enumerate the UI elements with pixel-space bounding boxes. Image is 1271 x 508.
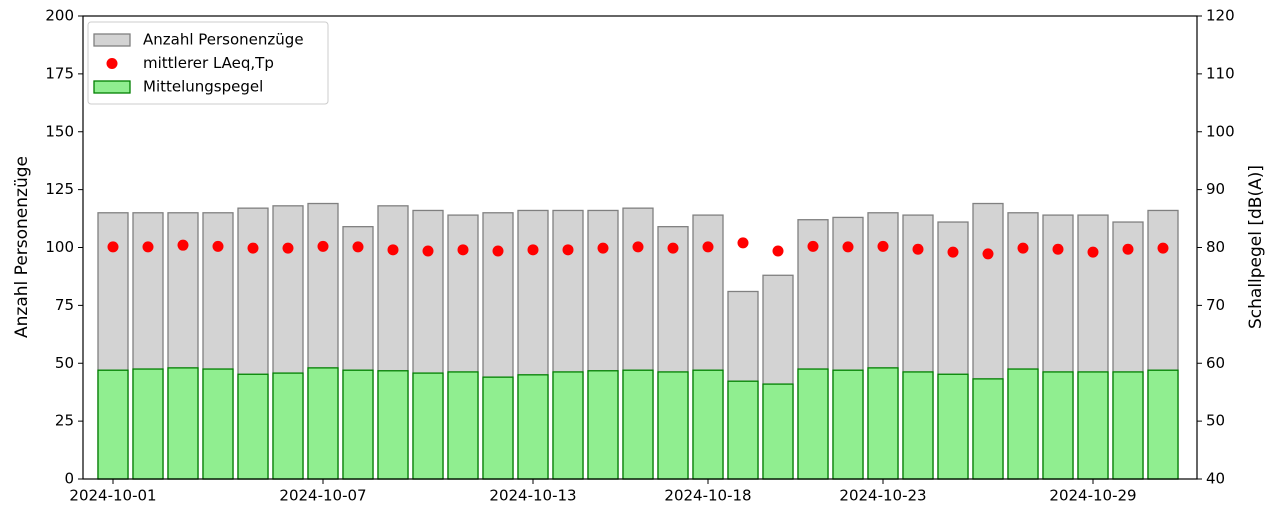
point — [107, 241, 119, 253]
point — [912, 243, 924, 255]
y2-tick-label: 40 — [1206, 470, 1225, 488]
point — [492, 245, 504, 257]
bar — [1077, 371, 1109, 480]
legend: Anzahl Personenzüge mittlerer LAeq,Tp Mitt… — [87, 21, 329, 105]
bar — [202, 368, 234, 480]
bar — [1007, 368, 1039, 480]
y-tick-label: 50 — [55, 354, 74, 372]
y-tick-label: 25 — [55, 412, 74, 430]
bar — [972, 378, 1004, 480]
point — [737, 237, 749, 249]
bar — [762, 383, 794, 480]
y-tick-label: 75 — [55, 296, 74, 314]
y-tick-label: 175 — [45, 64, 74, 82]
point — [702, 241, 714, 253]
point — [282, 242, 294, 254]
point — [632, 241, 644, 253]
y-tick-label: 0 — [64, 470, 74, 488]
bar — [657, 371, 689, 480]
bar — [587, 370, 619, 480]
bar — [237, 373, 269, 480]
bar — [692, 369, 724, 480]
bar — [97, 369, 129, 480]
y2-tick-label: 80 — [1206, 238, 1225, 256]
point — [1122, 243, 1134, 255]
point — [352, 241, 364, 253]
x-tick-label: 2024-10-01 — [69, 487, 156, 505]
bar — [272, 372, 304, 480]
point — [177, 239, 189, 251]
bar — [727, 380, 759, 480]
bar — [167, 367, 199, 480]
y2-tick-label: 50 — [1206, 412, 1225, 430]
x-tick-label: 2024-10-07 — [279, 487, 366, 505]
bar — [447, 371, 479, 480]
point — [422, 245, 434, 257]
bar — [867, 367, 899, 480]
y-tick-label: 150 — [45, 122, 74, 140]
y2-tick-label: 90 — [1206, 180, 1225, 198]
point — [807, 240, 819, 252]
point — [1052, 243, 1064, 255]
x-tick-label: 2024-10-13 — [489, 487, 576, 505]
point — [947, 246, 959, 258]
legend-label: Mittelungspegel — [143, 78, 263, 96]
bar — [832, 369, 864, 480]
y2-tick-label: 120 — [1206, 7, 1235, 25]
point — [247, 242, 259, 254]
bar — [622, 369, 654, 480]
point — [317, 240, 329, 252]
point — [142, 241, 154, 253]
x-tick-label: 2024-10-18 — [664, 487, 751, 505]
bar — [482, 376, 514, 480]
point — [212, 240, 224, 252]
point — [1087, 246, 1099, 258]
x-tick-label: 2024-10-29 — [1049, 487, 1136, 505]
legend-box — [87, 21, 329, 105]
bar — [342, 369, 374, 480]
bar — [797, 368, 829, 480]
y-tick-label: 200 — [45, 7, 74, 25]
bar — [307, 367, 339, 480]
legend-swatch — [93, 80, 131, 94]
point — [1157, 242, 1169, 254]
point — [877, 240, 889, 252]
y2-tick-label: 100 — [1206, 122, 1235, 140]
point — [562, 244, 574, 256]
y2-tick-label: 60 — [1206, 354, 1225, 372]
y2-tick-label: 110 — [1206, 64, 1235, 82]
bar — [937, 373, 969, 480]
point — [772, 245, 784, 257]
y-tick-label: 125 — [45, 180, 74, 198]
bar — [1042, 371, 1074, 480]
bar — [1147, 369, 1179, 480]
bar — [377, 370, 409, 480]
x-tick-label: 2024-10-23 — [839, 487, 926, 505]
y2-tick-label: 70 — [1206, 296, 1225, 314]
bar — [517, 374, 549, 480]
y-tick-label: 100 — [45, 238, 74, 256]
bar — [1112, 371, 1144, 480]
bar — [132, 368, 164, 480]
point — [982, 248, 994, 260]
point — [1017, 242, 1029, 254]
y2-axis-label: Schallpegel [dB(A)] — [1246, 165, 1266, 329]
point — [527, 244, 539, 256]
legend-label: Anzahl Personenzüge — [143, 31, 304, 49]
point — [842, 241, 854, 253]
bar — [552, 371, 584, 480]
bar — [412, 372, 444, 480]
legend-label: mittlerer LAeq,Tp — [143, 54, 274, 72]
bar — [902, 371, 934, 480]
point — [387, 244, 399, 256]
legend-swatch — [106, 58, 118, 69]
point — [667, 242, 679, 254]
point — [597, 242, 609, 254]
y-axis-label: Anzahl Personenzüge — [12, 156, 32, 338]
legend-swatch — [93, 33, 131, 47]
point — [457, 244, 469, 256]
